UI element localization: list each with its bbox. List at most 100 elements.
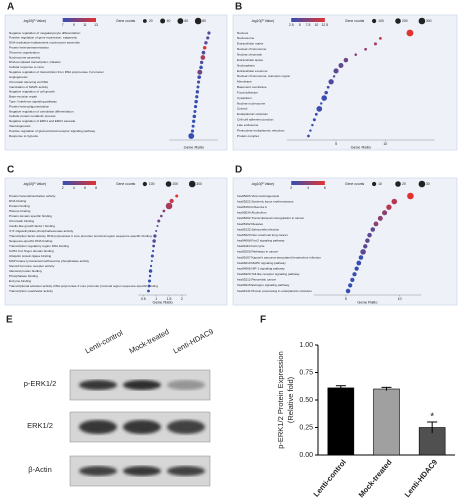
dot: [328, 79, 334, 85]
dot: [152, 244, 156, 248]
dot: [153, 234, 157, 238]
x-axis-title: Gene Ratio: [351, 145, 372, 150]
size-tick-label: 100: [149, 182, 155, 186]
dot: [358, 255, 364, 260]
size-legend-dot: [372, 181, 377, 187]
size-tick-label: 30: [426, 182, 430, 186]
term-label: hsa04010:MAPK signaling pathway: [237, 261, 286, 265]
dot: [150, 259, 153, 263]
dot: [192, 119, 196, 123]
color-tick-label: 2: [290, 186, 292, 190]
size-tick-label: 10: [378, 182, 382, 186]
term-label: Protein heterooligomerization: [9, 104, 50, 108]
term-label: Basement membrane: [237, 85, 267, 89]
dot: [149, 264, 153, 268]
size-legend-dot: [372, 18, 377, 24]
row-label: ERK1/2: [27, 421, 53, 430]
band: [123, 420, 161, 434]
term-label: Protein binding: [9, 204, 30, 208]
size-tick-label: 200: [173, 182, 179, 186]
y-tick-label: 0.50: [299, 397, 313, 404]
dot: [352, 272, 357, 277]
x-tick-label: Lenti-HDAC9: [403, 458, 440, 499]
term-label: Telomere organization: [9, 50, 40, 54]
size-legend-dot: [395, 18, 401, 24]
color-tick-label: 2: [62, 186, 64, 190]
color-tick-label: 5: [299, 23, 301, 27]
term-label: Protein domain specific binding: [9, 214, 52, 218]
dot: [386, 204, 392, 210]
y-axis-title: (Relative fold): [286, 376, 295, 423]
term-label: Nucleus: [237, 31, 249, 35]
term-label: DNA-templated transcription, initiation: [9, 60, 61, 64]
color-tick-label: 4: [307, 186, 309, 190]
dot: [197, 69, 203, 75]
term-label: MAP kinase tyrosine/serine/threonine pho…: [9, 259, 90, 263]
dot: [156, 224, 159, 228]
panel-label: B: [235, 2, 242, 13]
term-label: Phosphatase binding: [9, 274, 38, 278]
term-label: Negative regulation of transcription fro…: [9, 70, 104, 74]
dot: [379, 37, 382, 40]
color-tick-label: 13: [94, 23, 98, 27]
color-tick-label: 6: [84, 186, 86, 190]
term-label: hsa05202:Transcriptional misregulation i…: [237, 216, 304, 220]
dot: [175, 194, 179, 198]
lane-label: Lenti-control: [84, 328, 125, 355]
dot: [152, 239, 156, 243]
term-label: Identical protein binding: [9, 269, 42, 273]
term-label: Cytoplasm: [237, 96, 252, 100]
dot: [316, 106, 323, 112]
x-axis-title: Gene Ratio: [184, 145, 205, 150]
term-label: Base-excision repair: [9, 95, 37, 99]
dot: [150, 254, 154, 258]
dot: [148, 269, 153, 273]
dot: [373, 221, 379, 227]
term-label: Protein heterodimerization activity: [9, 194, 56, 198]
panel-label: C: [7, 165, 14, 176]
color-tick-label: 12.5: [322, 23, 329, 27]
dot: [200, 55, 206, 60]
dot: [194, 99, 198, 104]
color-tick-label: 11: [83, 23, 87, 27]
term-label: Extracellular space: [237, 58, 263, 62]
y-tick-label: 0.75: [299, 369, 313, 376]
dot: [193, 109, 197, 113]
color-legend-title: -log10(P Value): [23, 182, 46, 186]
dot: [345, 288, 351, 294]
term-label: Focal adhesion: [237, 90, 258, 94]
x-tick-label: Lenti-control: [312, 458, 348, 499]
dot: [193, 104, 198, 109]
size-legend-dot: [160, 18, 166, 24]
band: [167, 420, 205, 434]
color-tick-label: 9: [73, 23, 75, 27]
term-label: hsa04915:Estrogen signaling pathway: [237, 283, 290, 287]
dot: [314, 112, 318, 116]
x-axis-title: Gene Ratio: [153, 300, 174, 305]
color-legend-title: -log10(P Value): [251, 182, 274, 186]
dot: [196, 85, 200, 89]
term-label: Membrane: [237, 80, 252, 84]
dot: [165, 202, 173, 210]
dot: [309, 129, 312, 132]
term-label: hsa05322:Systemic lupus erythematosus: [237, 199, 294, 203]
dot: [370, 227, 376, 232]
dot: [162, 209, 166, 213]
y-tick-label: 0.25: [299, 424, 313, 431]
term-label: Protein complex: [237, 134, 260, 138]
term-label: Transcription factor activity, RNA polym…: [9, 234, 152, 238]
term-label: Ubiquitin protein ligase binding: [9, 254, 51, 258]
term-label: hsa04110:Cell cycle: [237, 244, 265, 248]
lane-label: Mock-treated: [128, 327, 171, 356]
term-label: Steroid hormone receptor activity: [9, 264, 55, 268]
color-bar: [62, 18, 97, 22]
dot: [312, 118, 316, 122]
term-label: Response to hypoxia: [9, 134, 38, 138]
bar: [373, 388, 400, 456]
term-label: Protein heterotetramerization: [9, 46, 49, 50]
dot: [307, 134, 310, 138]
term-label: Negative regulation of ERK1 and ERK2 cas…: [9, 119, 76, 123]
dot: [204, 41, 208, 45]
color-legend-title: -log10(P Value): [23, 19, 46, 23]
y-axis-title: p-ERK1/2 Protein Expression: [276, 351, 285, 449]
